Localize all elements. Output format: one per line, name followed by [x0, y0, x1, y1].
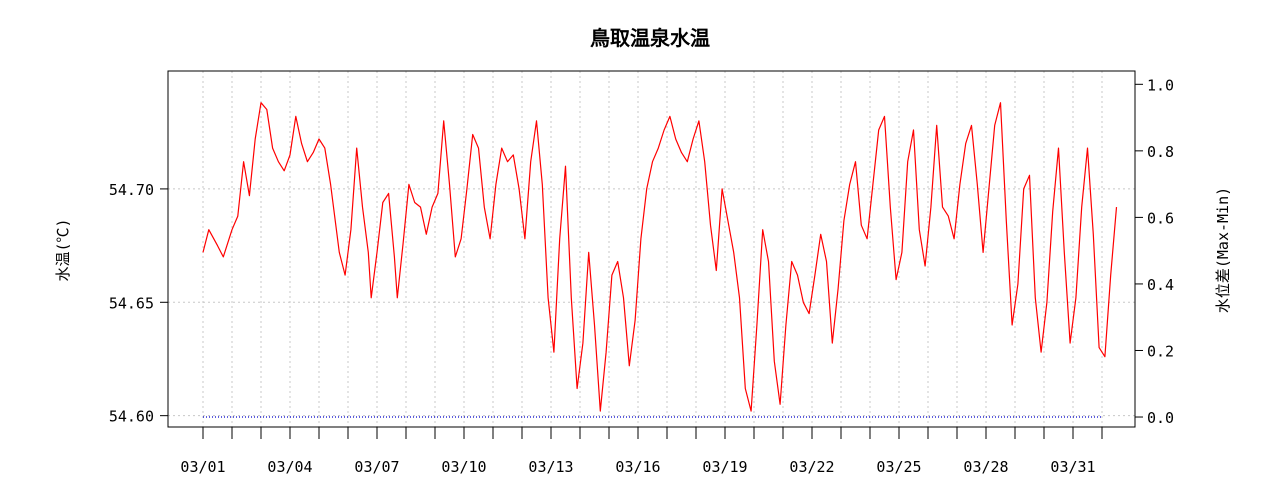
x-tick-label: 03/19 [702, 458, 747, 476]
plot-frame [167, 70, 1136, 428]
water-temperature-line [202, 102, 1118, 412]
y-left-tick-label: 54.60 [109, 408, 154, 426]
x-tick-label: 03/25 [876, 458, 921, 476]
y-axis-left-label: 水温(℃) [54, 218, 72, 281]
x-tick-label: 03/22 [789, 458, 834, 476]
x-tick-label: 03/04 [267, 458, 312, 476]
x-tick-label: 03/31 [1050, 458, 1095, 476]
x-tick-label: 03/10 [441, 458, 486, 476]
x-tick-label: 03/28 [963, 458, 1008, 476]
chart-title: 鳥取温泉水温 [590, 26, 710, 50]
y-right-tick-label: 0.2 [1147, 342, 1174, 360]
y-right-tick-label: 0.0 [1147, 409, 1174, 427]
water-temperature-series [202, 102, 1118, 412]
x-tick-label: 03/01 [180, 458, 225, 476]
x-axis: 03/01 03/04 03/07 03/10 03/13 03/16 03/19 03/22… [180, 427, 1103, 476]
y-axis-right: 0.0 0.2 0.4 0.6 0.8 1.0 [1135, 76, 1174, 427]
y-axis-left: 54.60 54.65 54.70 [109, 181, 168, 426]
y-right-tick-label: 0.8 [1147, 143, 1174, 161]
y-right-tick-label: 0.6 [1147, 209, 1174, 227]
x-tick-label: 03/13 [528, 458, 573, 476]
y-right-tick-label: 1.0 [1147, 76, 1174, 94]
x-tick-label: 03/07 [354, 458, 399, 476]
x-tick-label: 03/16 [615, 458, 660, 476]
grid [168, 71, 1135, 427]
y-axis-right-label: 水位差(Max-Min) [1214, 187, 1232, 313]
y-left-tick-label: 54.65 [109, 294, 154, 312]
y-right-tick-label: 0.4 [1147, 276, 1174, 294]
y-left-tick-label: 54.70 [109, 181, 154, 199]
